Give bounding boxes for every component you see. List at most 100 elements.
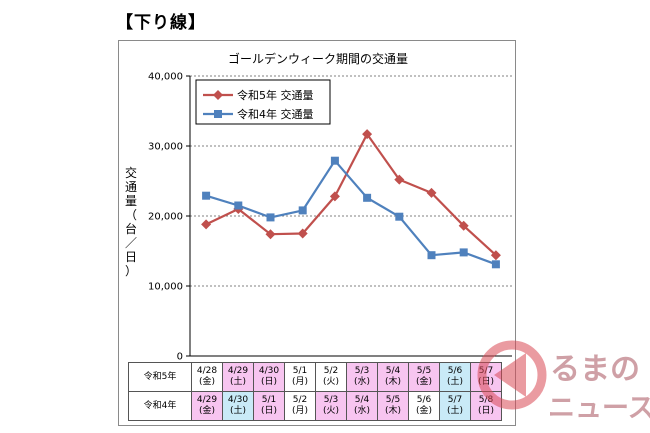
- legend-label-2: 令和4年 交通量: [237, 107, 314, 121]
- weekday-text: (土): [446, 406, 464, 416]
- date-cell: 5/4 (水): [346, 391, 378, 421]
- date-text: 5/6: [416, 395, 432, 405]
- y-axis-label-char: 量: [125, 194, 137, 208]
- date-text: 5/2: [292, 395, 308, 405]
- date-cell: 4/30 (土): [222, 391, 254, 421]
- row-label: 令和5年: [128, 362, 192, 392]
- weekday-text: (土): [229, 406, 247, 416]
- series-2-point: [363, 193, 372, 202]
- date-cell: 5/1 (日): [253, 391, 285, 421]
- weekday-text: (水): [353, 377, 371, 387]
- weekday-text: (月): [291, 406, 309, 416]
- y-axis-label-char: ／: [125, 236, 137, 250]
- y-tick-label: 10,000: [148, 282, 183, 293]
- date-cell: 5/5 (木): [377, 391, 409, 421]
- series-2-point: [298, 206, 307, 215]
- y-axis-label-char: 交: [125, 165, 137, 180]
- y-axis-label-char: 通: [125, 180, 137, 194]
- date-text: 5/1: [292, 366, 308, 376]
- y-tick-label: 0: [177, 352, 183, 363]
- date-cell: 5/3 (水): [346, 362, 378, 392]
- series-2-point: [395, 212, 404, 221]
- table-row: 令和5年 4/28 (金) 4/29 (土) 4/30 (日) 5/1 (月) 5/2 (火) 5/3…: [128, 362, 502, 392]
- weekday-text: (金): [198, 406, 216, 416]
- series-2-point: [266, 213, 275, 222]
- page-heading: 【下り線】: [116, 13, 206, 33]
- date-text: 5/3: [323, 395, 339, 405]
- date-text: 5/3: [354, 366, 370, 376]
- date-text: 4/29: [227, 366, 249, 376]
- chart-frame: [118, 40, 516, 426]
- weekday-text: (金): [198, 377, 216, 387]
- weekday-text: (土): [446, 377, 464, 387]
- weekday-text: (日): [477, 406, 495, 416]
- kuruma-news-logo: るまの ニュース: [477, 340, 650, 424]
- series-1-point: [329, 191, 340, 202]
- series-1-point: [490, 250, 501, 261]
- weekday-text: (金): [415, 406, 433, 416]
- legend-label-1: 令和5年 交通量: [237, 88, 314, 102]
- legend-marker-1: [213, 90, 223, 100]
- series-2-point: [234, 201, 243, 210]
- date-text: 5/4: [354, 395, 370, 405]
- weekday-text: (木): [384, 406, 402, 416]
- date-text: 5/2: [323, 366, 339, 376]
- series-1-point: [362, 129, 373, 140]
- series-line-1: [205, 133, 497, 257]
- series-1-point: [265, 229, 276, 240]
- date-text: 4/30: [227, 395, 249, 405]
- series-1-point: [426, 187, 437, 198]
- date-cell: 5/6 (土): [439, 362, 471, 392]
- y-axis-label-char: ）: [125, 264, 137, 278]
- date-text: 4/29: [196, 395, 218, 405]
- date-table: 令和5年 4/28 (金) 4/29 (土) 4/30 (日) 5/1 (月) 5/2 (火) 5/3…: [128, 362, 502, 421]
- weekday-text: (水): [353, 406, 371, 416]
- y-axis-label-char: 台: [125, 221, 137, 236]
- date-cell: 5/1 (月): [284, 362, 316, 392]
- series-2-point: [202, 191, 211, 200]
- weekday-text: (金): [415, 377, 433, 387]
- date-cell: 5/2 (火): [315, 362, 347, 392]
- y-axis-label-char: （: [125, 208, 137, 222]
- date-text: 4/28: [196, 366, 218, 376]
- date-text: 5/5: [416, 366, 432, 376]
- table-row: 令和4年 4/29 (金) 4/30 (土) 5/1 (日) 5/2 (月) 5/3 (火) 5/4(…: [128, 391, 502, 421]
- weekday-text: (土): [229, 377, 247, 387]
- series-line-2: [205, 159, 497, 266]
- date-text: 5/6: [447, 366, 463, 376]
- series-2-point: [427, 251, 436, 260]
- weekday-text: (日): [260, 406, 278, 416]
- date-cell: 5/4 (木): [377, 362, 409, 392]
- y-axis-label-char: 日: [125, 250, 137, 264]
- date-text: 5/1: [261, 395, 277, 405]
- date-cell: 4/28 (金): [191, 362, 223, 392]
- weekday-text: (火): [322, 406, 340, 416]
- date-cell: 4/29 (土): [222, 362, 254, 392]
- series-1-point: [201, 219, 212, 230]
- date-text: 5/8: [478, 395, 494, 405]
- logo-text-line1: るまの: [550, 352, 640, 387]
- date-table-wrapper: 令和5年 4/28 (金) 4/29 (土) 4/30 (日) 5/1 (月) 5/2 (火) 5/3…: [128, 362, 502, 421]
- date-text: 5/4: [385, 366, 401, 376]
- date-cell: 5/5 (金): [408, 362, 440, 392]
- logo-text-line2: ニュース: [548, 393, 650, 424]
- series-1-point: [458, 220, 469, 231]
- date-cell: 4/29 (金): [191, 391, 223, 421]
- series-2-point: [330, 156, 339, 165]
- date-cell: 5/2 (月): [284, 391, 316, 421]
- chart-title: ゴールデンウィーク期間の交通量: [228, 51, 408, 66]
- weekday-text: (木): [384, 377, 402, 387]
- date-cell: 5/7 (土): [439, 391, 471, 421]
- y-tick-label: 30,000: [148, 142, 183, 153]
- y-tick-label: 20,000: [148, 212, 183, 223]
- legend-marker-2: [214, 110, 222, 118]
- date-cell: 5/3 (火): [315, 391, 347, 421]
- date-cell: 4/30 (日): [253, 362, 285, 392]
- date-text: 5/7: [447, 395, 463, 405]
- series-2-point: [459, 248, 468, 257]
- date-text: 4/30: [258, 366, 280, 376]
- weekday-text: (月): [291, 377, 309, 387]
- date-text: 5/5: [385, 395, 401, 405]
- series-1-point: [394, 174, 405, 185]
